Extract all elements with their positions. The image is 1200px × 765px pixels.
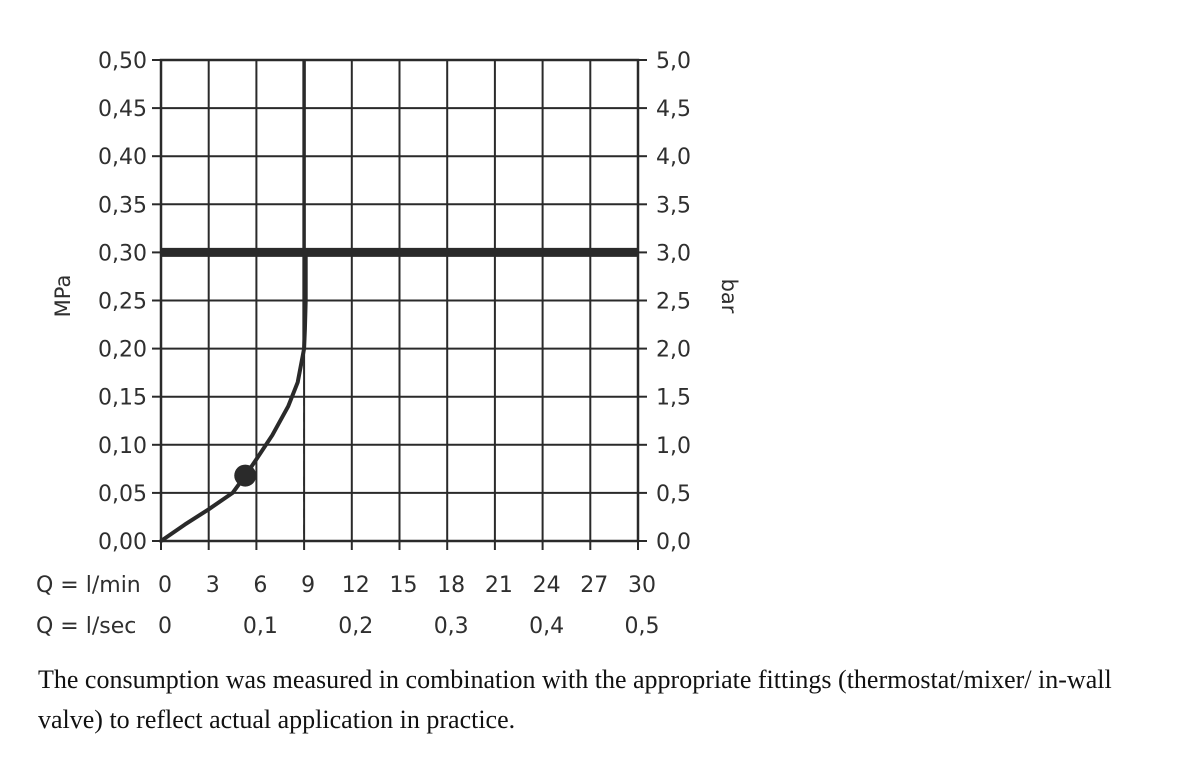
y-left-tick-label: 0,50 [98,49,147,74]
y-left-axis-title: MPa [51,275,75,318]
y-right-tick-label: 4,5 [656,97,691,122]
y-left-tick-label: 0,35 [98,193,147,218]
y-right-tick-label: 1,5 [656,386,691,411]
plot-frame [159,58,640,543]
series-layer [159,250,308,543]
x-lmin-tick-label: 9 [301,573,315,598]
axis-labels: 0,500,450,400,350,300,250,200,150,100,05… [98,49,691,639]
y-left-tick-label: 0,40 [98,145,147,170]
chart-caption: The consumption was measured in combinat… [38,665,1112,734]
x-lmin-tick-label: 3 [206,573,220,598]
x-lmin-tick-label: 15 [390,573,418,598]
y-left-tick-label: 0,25 [98,290,147,315]
x-lmin-tick-label: 30 [628,573,656,598]
y-right-tick-label: 2,0 [656,338,691,363]
y-left-tick-label: 0,20 [98,338,147,363]
x-lsec-tick-label: 0,2 [338,614,373,639]
y-left-tick-label: 0,00 [98,530,147,555]
x-lsec-tick-label: 0,4 [529,614,564,639]
plot-border [159,58,640,543]
series-line [159,250,308,543]
x-lmin-tick-label: 0 [158,573,172,598]
y-right-tick-label: 0,0 [656,530,691,555]
x-lmin-tick-label: 27 [580,573,608,598]
x-lsec-tick-label: 0,3 [434,614,469,639]
y-right-tick-label: 3,5 [656,193,691,218]
y-left-tick-label: 0,15 [98,386,147,411]
x-lmin-tick-label: 21 [485,573,513,598]
chart-grid [152,59,647,550]
y-right-axis-title: bar [717,279,741,314]
x-lmin-tick-label: 24 [533,573,561,598]
y-right-tick-label: 1,0 [656,434,691,459]
operating-point-marker [234,464,257,487]
y-right-tick-label: 2,5 [656,290,691,315]
x-lsec-tick-label: 0 [158,614,172,639]
x-lmin-prefix: Q = l/min [36,573,141,598]
y-right-tick-label: 5,0 [656,49,691,74]
x-lmin-tick-label: 12 [342,573,370,598]
flow-pressure-chart: 0,500,450,400,350,300,250,200,150,100,05… [36,49,741,639]
y-right-tick-label: 0,5 [656,482,691,507]
x-lsec-prefix: Q = l/sec [36,614,136,639]
y-left-tick-label: 0,45 [98,97,147,122]
y-right-tick-label: 4,0 [656,145,691,170]
y-left-tick-label: 0,10 [98,434,147,459]
x-lsec-tick-label: 0,5 [625,614,660,639]
y-left-tick-label: 0,30 [98,241,147,266]
x-lmin-tick-label: 6 [253,573,267,598]
x-lmin-tick-label: 18 [437,573,465,598]
x-lsec-tick-label: 0,1 [243,614,278,639]
y-left-tick-label: 0,05 [98,482,147,507]
y-right-tick-label: 3,0 [656,241,691,266]
